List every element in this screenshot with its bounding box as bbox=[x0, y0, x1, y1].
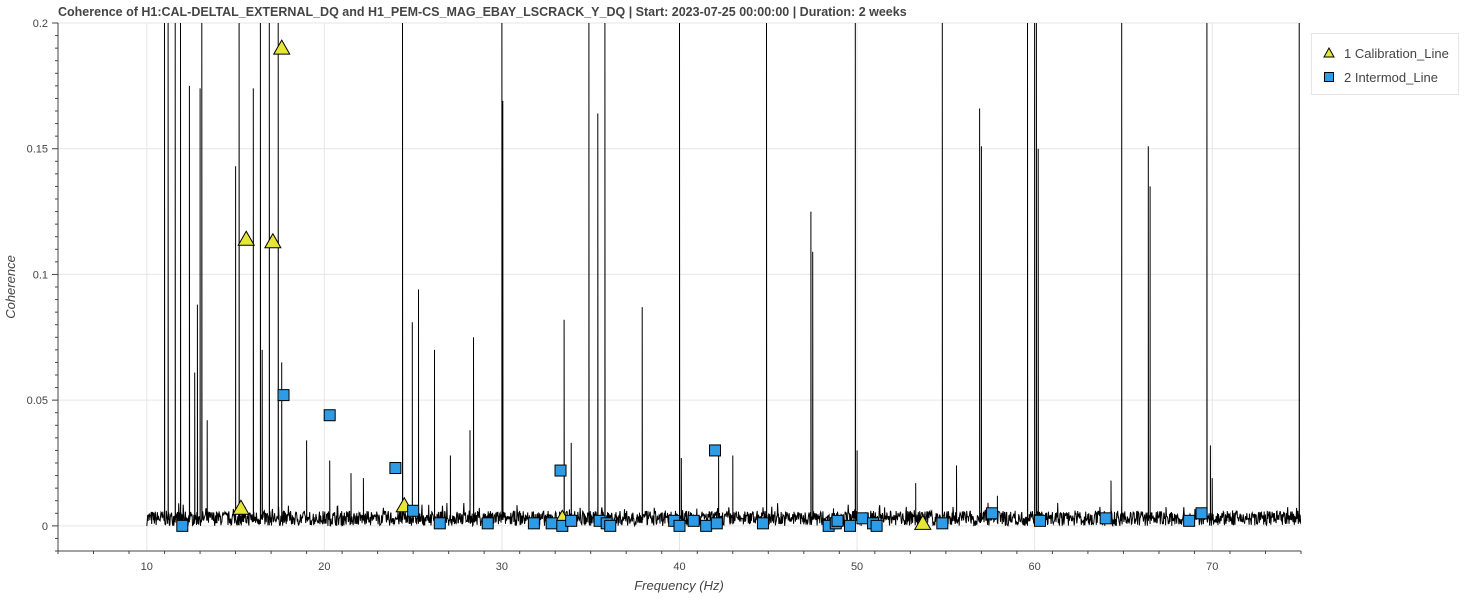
intermod-line-marker bbox=[554, 464, 567, 477]
x-tick-label: 10 bbox=[141, 561, 153, 573]
x-tick-label: 30 bbox=[496, 561, 508, 573]
axes: 10 20 30 40 50 60 70 0 0.05 0.1 0.15 0.2 bbox=[27, 18, 1302, 573]
intermod-line-marker bbox=[433, 517, 446, 530]
intermod-line-marker bbox=[870, 519, 883, 532]
intermod-line-marker bbox=[936, 517, 949, 530]
intermod-line-marker bbox=[856, 512, 869, 525]
intermod-line-marker bbox=[1195, 507, 1208, 520]
intermod-line-marker bbox=[407, 504, 420, 517]
y-tick-label: 0 bbox=[42, 521, 48, 533]
intermod-line-marker bbox=[527, 517, 540, 530]
x-tick-label: 40 bbox=[673, 561, 685, 573]
intermod-line-marker bbox=[756, 517, 769, 530]
intermod-line-marker bbox=[545, 517, 558, 530]
intermod-line-marker bbox=[323, 409, 336, 422]
y-axis-label: Coherence bbox=[3, 255, 18, 319]
y-tick-label: 0.05 bbox=[27, 395, 48, 407]
plot-area bbox=[146, 23, 1301, 532]
intermod-line-marker bbox=[1183, 514, 1196, 527]
x-tick-label: 20 bbox=[318, 561, 330, 573]
calibration-line-marker bbox=[232, 499, 250, 515]
legend-label-intermod: 2 Intermod_Line bbox=[1344, 69, 1438, 85]
intermod-line-marker bbox=[389, 462, 402, 475]
chart-title: Coherence of H1:CAL-DELTAL_EXTERNAL_DQ a… bbox=[58, 5, 907, 19]
calibration-line-marker bbox=[272, 39, 291, 55]
y-tick-label: 0.1 bbox=[33, 269, 48, 281]
y-tick-label: 0.2 bbox=[33, 18, 48, 30]
intermod-line-marker bbox=[176, 519, 189, 532]
x-tick-label: 60 bbox=[1029, 561, 1041, 573]
legend-label-calibration: 1 Calibration_Line bbox=[1344, 45, 1449, 61]
calibration-line-marker bbox=[237, 230, 256, 246]
intermod-line-marker bbox=[700, 519, 713, 532]
intermod-line-marker bbox=[1033, 514, 1046, 527]
intermod-line-marker bbox=[831, 514, 844, 527]
x-tick-label: 50 bbox=[851, 561, 863, 573]
legend-item-calibration[interactable]: 1 Calibration_Line bbox=[1322, 43, 1449, 63]
calibration-line-marker bbox=[913, 514, 932, 530]
intermod-line-marker bbox=[277, 389, 290, 402]
intermod-line-marker bbox=[687, 514, 700, 527]
triangle-marker-icon bbox=[1323, 46, 1335, 58]
x-tick-label: 70 bbox=[1206, 561, 1218, 573]
intermod-line-marker bbox=[710, 517, 723, 530]
intermod-line-marker bbox=[673, 519, 686, 532]
intermod-line-marker bbox=[843, 519, 856, 532]
intermod-line-marker bbox=[1099, 512, 1112, 525]
intermod-line-marker bbox=[604, 519, 617, 532]
x-axis-label: Frequency (Hz) bbox=[634, 578, 724, 593]
y-tick-label: 0.15 bbox=[27, 144, 48, 156]
legend-item-intermod[interactable]: 2 Intermod_Line bbox=[1322, 67, 1438, 87]
intermod-line-marker bbox=[481, 517, 494, 530]
legend: 1 Calibration_Line 2 Intermod_Line bbox=[1311, 33, 1459, 95]
intermod-line-marker bbox=[565, 514, 578, 527]
intermod-line-marker bbox=[986, 507, 999, 520]
calibration-line-marker bbox=[263, 232, 282, 249]
intermod-line-marker bbox=[709, 444, 722, 457]
square-marker-icon bbox=[1324, 72, 1334, 82]
